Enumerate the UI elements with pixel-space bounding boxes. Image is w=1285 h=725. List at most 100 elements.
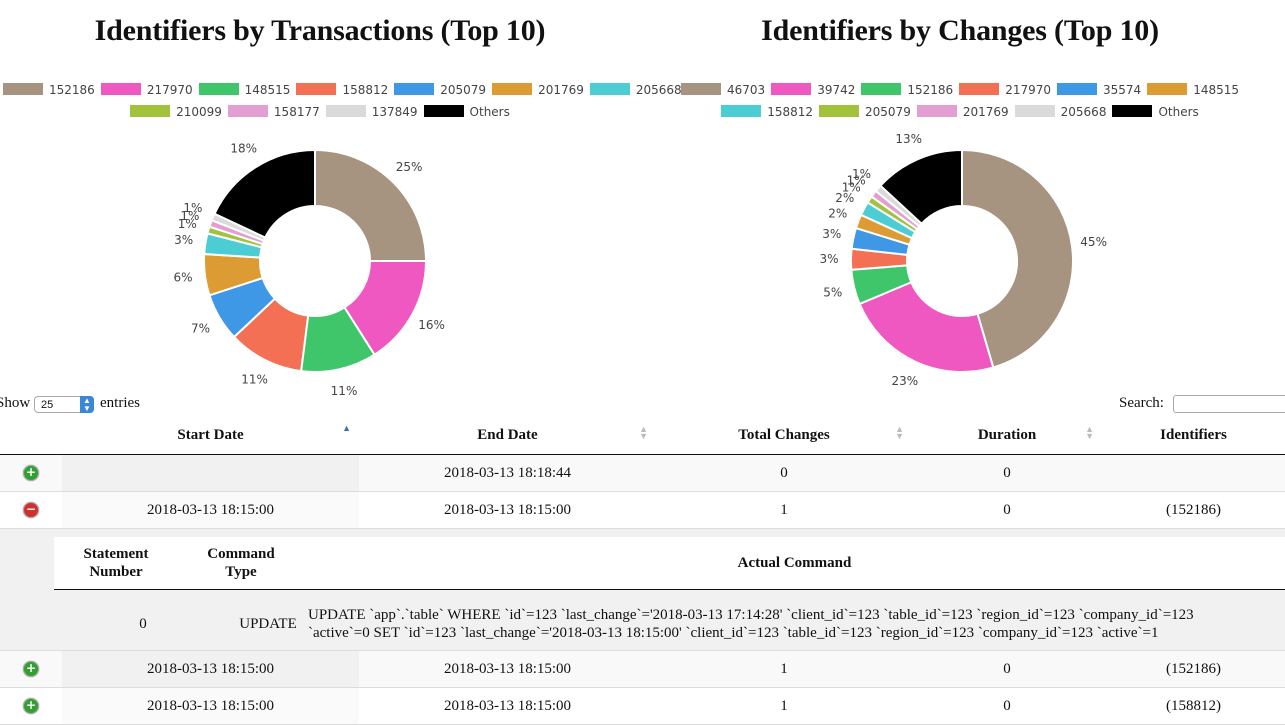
legend-swatch <box>3 82 43 95</box>
legend-item[interactable]: 205668 <box>1014 101 1106 123</box>
legend-item[interactable]: 152186 <box>3 79 95 101</box>
column-header-end-date[interactable]: End Date ▲ ▼ <box>359 416 656 455</box>
expand-cell[interactable]: + <box>0 687 62 725</box>
chevron-up-down-icon: ▲ ▼ <box>80 396 94 413</box>
expand-cell[interactable]: − <box>0 491 62 529</box>
slice-label: 45% <box>1080 235 1107 249</box>
legend-item[interactable]: 152186 <box>861 79 953 101</box>
header-line: Number <box>89 564 143 580</box>
legend-label: 148515 <box>244 82 291 97</box>
legend-item[interactable]: 148515 <box>198 79 291 101</box>
legend-item[interactable]: Others <box>423 101 510 123</box>
expand-plus-icon[interactable]: + <box>23 661 39 678</box>
legend-row-1: 152186 217970 148515 158812 205079 201769 2056… <box>0 78 682 101</box>
legend-item[interactable]: 35574 <box>1057 79 1141 101</box>
legend-item[interactable]: 39742 <box>771 79 855 101</box>
duration-cell: 0 <box>912 687 1102 725</box>
collapse-minus-icon[interactable]: − <box>23 502 39 519</box>
duration-cell: 0 <box>912 650 1102 688</box>
slice-label: 1% <box>852 167 871 181</box>
page-size-value: 25 <box>41 399 54 411</box>
changes-chart: Identifiers by Changes (Top 10) 46703 397… <box>640 0 1280 395</box>
legend-label: 35574 <box>1103 82 1142 97</box>
total-changes-cell: 1 <box>656 650 912 688</box>
legend-label: 210099 <box>176 104 222 119</box>
legend-item[interactable]: 205079 <box>394 79 486 101</box>
chart-legend: 46703 39742 152186 217970 35574 148515 158812… <box>640 78 1280 122</box>
command-line: `active`=0 SET `id`=123 `last_change`='2… <box>308 625 1159 641</box>
legend-swatch <box>100 82 141 95</box>
end-date-cell: 2018-03-13 18:18:44 <box>359 454 656 492</box>
slice-label: 1% <box>847 173 866 187</box>
legend-item[interactable]: 217970 <box>959 79 1051 101</box>
legend-item[interactable]: 205668 <box>589 79 682 101</box>
entries-label: entries <box>100 395 140 411</box>
legend-swatch <box>325 104 366 117</box>
legend-label: 205668 <box>635 82 682 97</box>
legend-item[interactable]: 205079 <box>819 101 911 123</box>
legend-item[interactable]: Others <box>1112 101 1199 123</box>
slice-label: 25% <box>396 160 423 174</box>
identifiers-cell <box>1102 454 1285 492</box>
header-line: Type <box>225 564 257 580</box>
end-date-cell: 2018-03-13 18:15:00 <box>359 491 656 529</box>
command-line: UPDATE `app`.`table` WHERE `id`=123 `las… <box>308 607 1194 623</box>
slice-label: 6% <box>174 271 193 285</box>
legend-label: 205079 <box>865 104 911 119</box>
transactions-chart: Identifiers by Transactions (Top 10) 152… <box>0 0 682 395</box>
column-header-actual-command: Actual Command <box>304 537 1285 590</box>
column-header-label: Identifiers <box>1160 426 1227 443</box>
donut-slice[interactable] <box>858 280 995 373</box>
legend-item[interactable]: 137849 <box>325 101 418 123</box>
statements-header-row: Statement Number Command Type Actual Comma… <box>54 537 1285 590</box>
expand-plus-icon[interactable]: + <box>23 698 39 715</box>
slice-label: 1% <box>842 180 861 194</box>
donut-slice[interactable] <box>213 148 316 239</box>
legend-item[interactable]: 217970 <box>100 79 193 101</box>
statements-table: Statement Number Command Type Actual Comma… <box>54 537 1285 650</box>
expand-cell[interactable]: + <box>0 454 62 492</box>
total-changes-cell: 1 <box>656 491 912 529</box>
chart-title: Identifiers by Transactions (Top 10) <box>94 14 546 47</box>
expand-plus-icon[interactable]: + <box>23 465 39 482</box>
donut-slice[interactable] <box>879 148 963 226</box>
column-header-duration[interactable]: Duration ▲ ▼ <box>912 416 1102 455</box>
column-header-start-date[interactable]: Start Date ▲ <box>62 416 359 455</box>
slice-label: 11% <box>241 373 268 387</box>
end-date-cell: 2018-03-13 18:15:00 <box>359 687 656 725</box>
table-row: − 2018-03-13 18:15:00 2018-03-13 18:15:0… <box>0 491 1285 529</box>
legend-item[interactable]: 201769 <box>492 79 584 101</box>
legend-label: 158812 <box>342 82 389 97</box>
identifiers-cell: (158812) <box>1102 687 1285 725</box>
page-size-select[interactable]: 25 ▲ ▼ <box>34 396 94 413</box>
expand-cell[interactable]: + <box>0 650 62 688</box>
legend-item[interactable]: 46703 <box>681 79 765 101</box>
command-type-cell: UPDATE <box>178 589 304 650</box>
legend-swatch <box>1057 82 1097 95</box>
legend-label: 217970 <box>146 82 193 97</box>
legend-item[interactable]: 158177 <box>227 101 320 123</box>
sort-icon: ▲ ▼ <box>895 424 904 441</box>
table-row: + 2018-03-13 18:18:44 0 0 <box>0 454 1285 492</box>
donut-slice[interactable] <box>314 148 428 262</box>
legend-item[interactable]: 148515 <box>1147 79 1239 101</box>
column-header-total-changes[interactable]: Total Changes ▲ ▼ <box>656 416 912 455</box>
legend-swatch <box>721 104 762 117</box>
legend-item[interactable]: 210099 <box>130 101 222 123</box>
start-date-cell: 2018-03-13 18:15:00 <box>62 687 359 725</box>
legend-item[interactable]: 158812 <box>296 79 388 101</box>
legend-item[interactable]: 158812 <box>721 101 813 123</box>
start-date-cell: 2018-03-13 18:15:00 <box>62 491 359 529</box>
slice-label: 3% <box>174 233 193 247</box>
header-line: Statement <box>83 546 149 562</box>
table-row: + 2018-03-13 18:15:00 2018-03-13 18:15:0… <box>0 687 1285 725</box>
legend-label: 148515 <box>1193 82 1239 97</box>
legend-item[interactable]: 201769 <box>916 101 1009 123</box>
column-header-identifiers[interactable]: Identifiers <box>1102 416 1285 455</box>
donut-slice[interactable] <box>961 148 1074 369</box>
column-header-label: End Date <box>477 426 538 443</box>
legend-swatch <box>130 104 171 117</box>
search-input[interactable] <box>1173 395 1285 413</box>
legend-label: 137849 <box>371 104 418 119</box>
legend-label: 201769 <box>962 104 1009 119</box>
